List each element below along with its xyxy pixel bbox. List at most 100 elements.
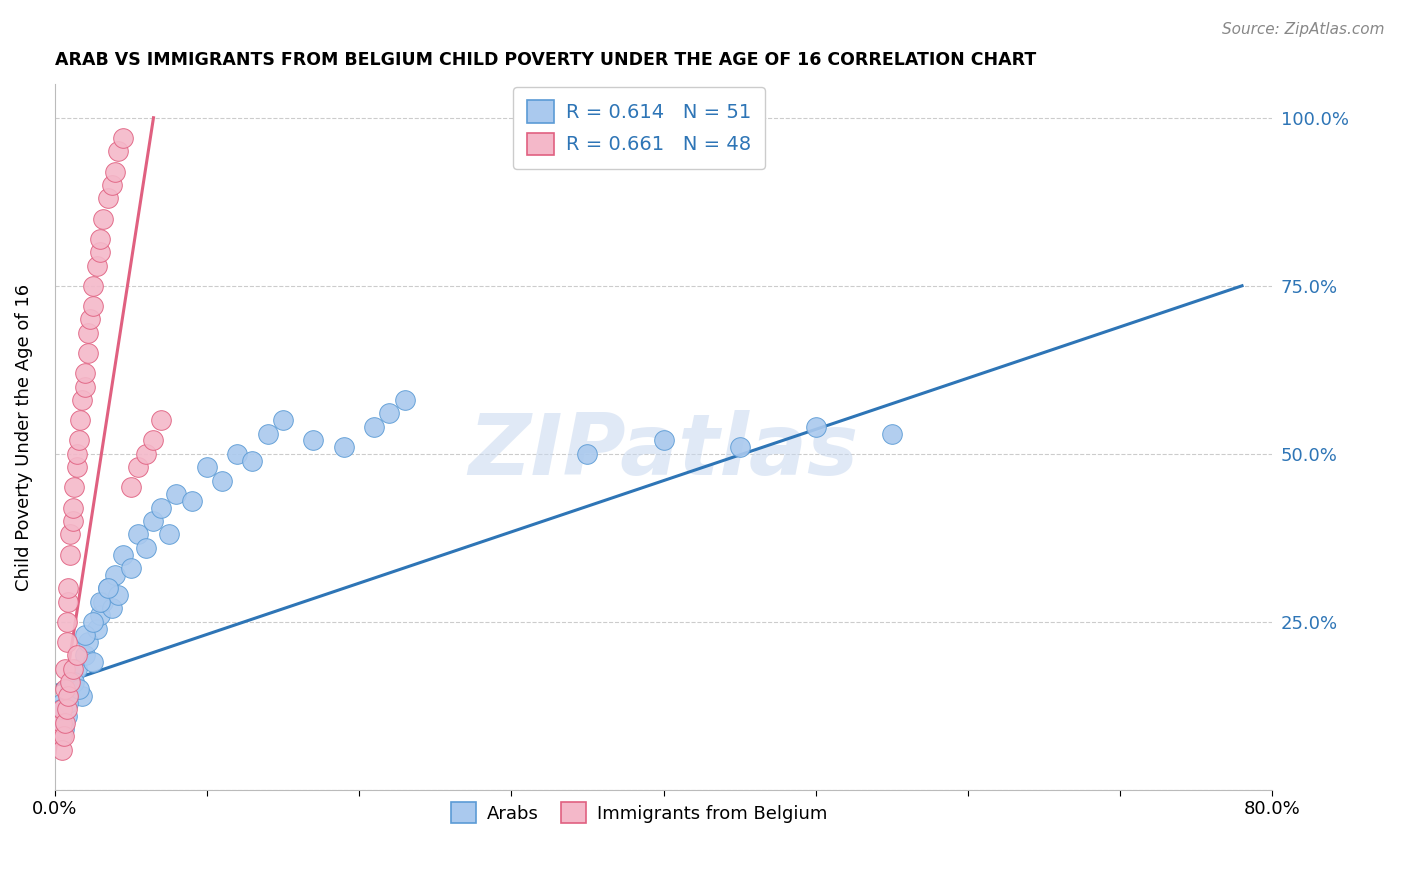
Point <box>70 689 93 703</box>
Point <box>104 164 127 178</box>
Point <box>880 426 903 441</box>
Point <box>333 440 356 454</box>
Point <box>89 608 111 623</box>
Point <box>55 635 77 649</box>
Point <box>53 715 76 730</box>
Point <box>97 581 120 595</box>
Point <box>73 628 96 642</box>
Point <box>120 561 142 575</box>
Point <box>73 366 96 380</box>
Point <box>363 420 385 434</box>
Point <box>120 480 142 494</box>
Point <box>46 715 69 730</box>
Point <box>79 312 101 326</box>
Point <box>62 500 84 515</box>
Point <box>49 702 72 716</box>
Point <box>66 648 89 663</box>
Point <box>63 675 86 690</box>
Point <box>82 278 104 293</box>
Point <box>59 527 82 541</box>
Point <box>97 191 120 205</box>
Point <box>59 682 82 697</box>
Point <box>242 453 264 467</box>
Point <box>73 648 96 663</box>
Point <box>378 407 401 421</box>
Point <box>652 434 675 448</box>
Point <box>52 723 75 737</box>
Point <box>97 581 120 595</box>
Point <box>69 413 91 427</box>
Legend: Arabs, Immigrants from Belgium: Arabs, Immigrants from Belgium <box>440 791 838 834</box>
Point <box>107 145 129 159</box>
Point <box>302 434 325 448</box>
Point <box>89 245 111 260</box>
Point <box>53 682 76 697</box>
Point <box>101 601 124 615</box>
Point <box>59 548 82 562</box>
Text: ZIPatlas: ZIPatlas <box>468 409 859 492</box>
Point <box>104 567 127 582</box>
Point <box>51 696 73 710</box>
Point <box>142 434 165 448</box>
Point <box>107 588 129 602</box>
Point <box>55 702 77 716</box>
Point <box>70 392 93 407</box>
Point <box>55 709 77 723</box>
Point <box>112 131 135 145</box>
Point <box>51 702 73 716</box>
Point <box>53 662 76 676</box>
Point <box>66 447 89 461</box>
Y-axis label: Child Poverty Under the Age of 16: Child Poverty Under the Age of 16 <box>15 284 32 591</box>
Point <box>77 326 100 340</box>
Point <box>91 595 114 609</box>
Point <box>89 232 111 246</box>
Point <box>86 259 108 273</box>
Point <box>127 460 149 475</box>
Point <box>256 426 278 441</box>
Point <box>89 595 111 609</box>
Point <box>180 494 202 508</box>
Point <box>58 689 80 703</box>
Point <box>394 392 416 407</box>
Point <box>101 178 124 192</box>
Point <box>150 500 173 515</box>
Point <box>135 447 157 461</box>
Point <box>728 440 751 454</box>
Point <box>127 527 149 541</box>
Point <box>576 447 599 461</box>
Point <box>58 696 80 710</box>
Point <box>59 675 82 690</box>
Point <box>195 460 218 475</box>
Point <box>52 729 75 743</box>
Point <box>67 434 90 448</box>
Point <box>66 662 89 676</box>
Point <box>62 668 84 682</box>
Point <box>157 527 180 541</box>
Point <box>77 346 100 360</box>
Point <box>51 729 73 743</box>
Point <box>73 379 96 393</box>
Point <box>58 595 80 609</box>
Point <box>112 548 135 562</box>
Point <box>150 413 173 427</box>
Point <box>51 742 73 756</box>
Point <box>55 615 77 629</box>
Text: Source: ZipAtlas.com: Source: ZipAtlas.com <box>1222 22 1385 37</box>
Point <box>142 514 165 528</box>
Point <box>63 480 86 494</box>
Point <box>66 460 89 475</box>
Point <box>58 581 80 595</box>
Point <box>82 299 104 313</box>
Point <box>62 662 84 676</box>
Point <box>67 682 90 697</box>
Point <box>165 487 187 501</box>
Point <box>226 447 249 461</box>
Point <box>82 615 104 629</box>
Point <box>82 655 104 669</box>
Point <box>211 474 233 488</box>
Point <box>62 514 84 528</box>
Point <box>271 413 294 427</box>
Point <box>91 211 114 226</box>
Point <box>135 541 157 555</box>
Point <box>51 715 73 730</box>
